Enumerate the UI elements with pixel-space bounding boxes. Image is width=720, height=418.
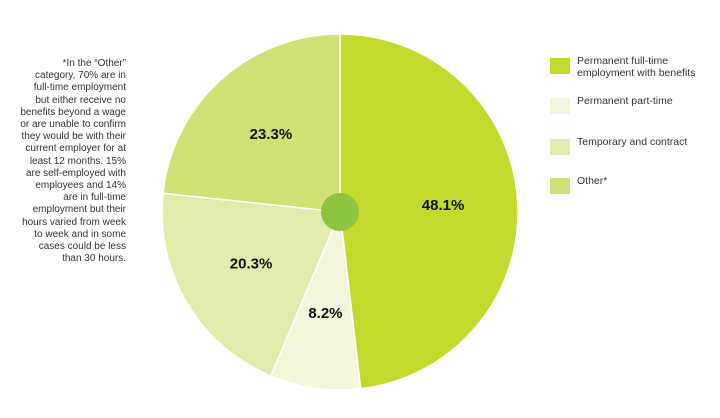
data-label: 48.1% <box>422 197 465 214</box>
data-label: 8.2% <box>308 305 342 322</box>
data-label: 20.3% <box>230 255 273 272</box>
legend-swatch <box>550 98 570 114</box>
data-label: 23.3% <box>250 126 293 143</box>
pie-slice <box>161 192 342 377</box>
center-dot <box>321 193 359 231</box>
legend-label: Other* <box>577 175 608 187</box>
pie-slice <box>339 33 519 390</box>
legend-swatch <box>550 139 570 155</box>
legend-label: Temporary and contract <box>577 136 688 148</box>
legend-swatch <box>550 178 570 194</box>
legend-label: Permanent full-time employment with bene… <box>577 55 696 79</box>
legend-label: Permanent part-time <box>577 95 673 107</box>
legend-swatch <box>550 58 570 74</box>
pie-slice <box>269 209 362 391</box>
footnote: *In the “Other” category, 70% are in ful… <box>20 58 126 265</box>
pie-slice <box>162 33 341 213</box>
